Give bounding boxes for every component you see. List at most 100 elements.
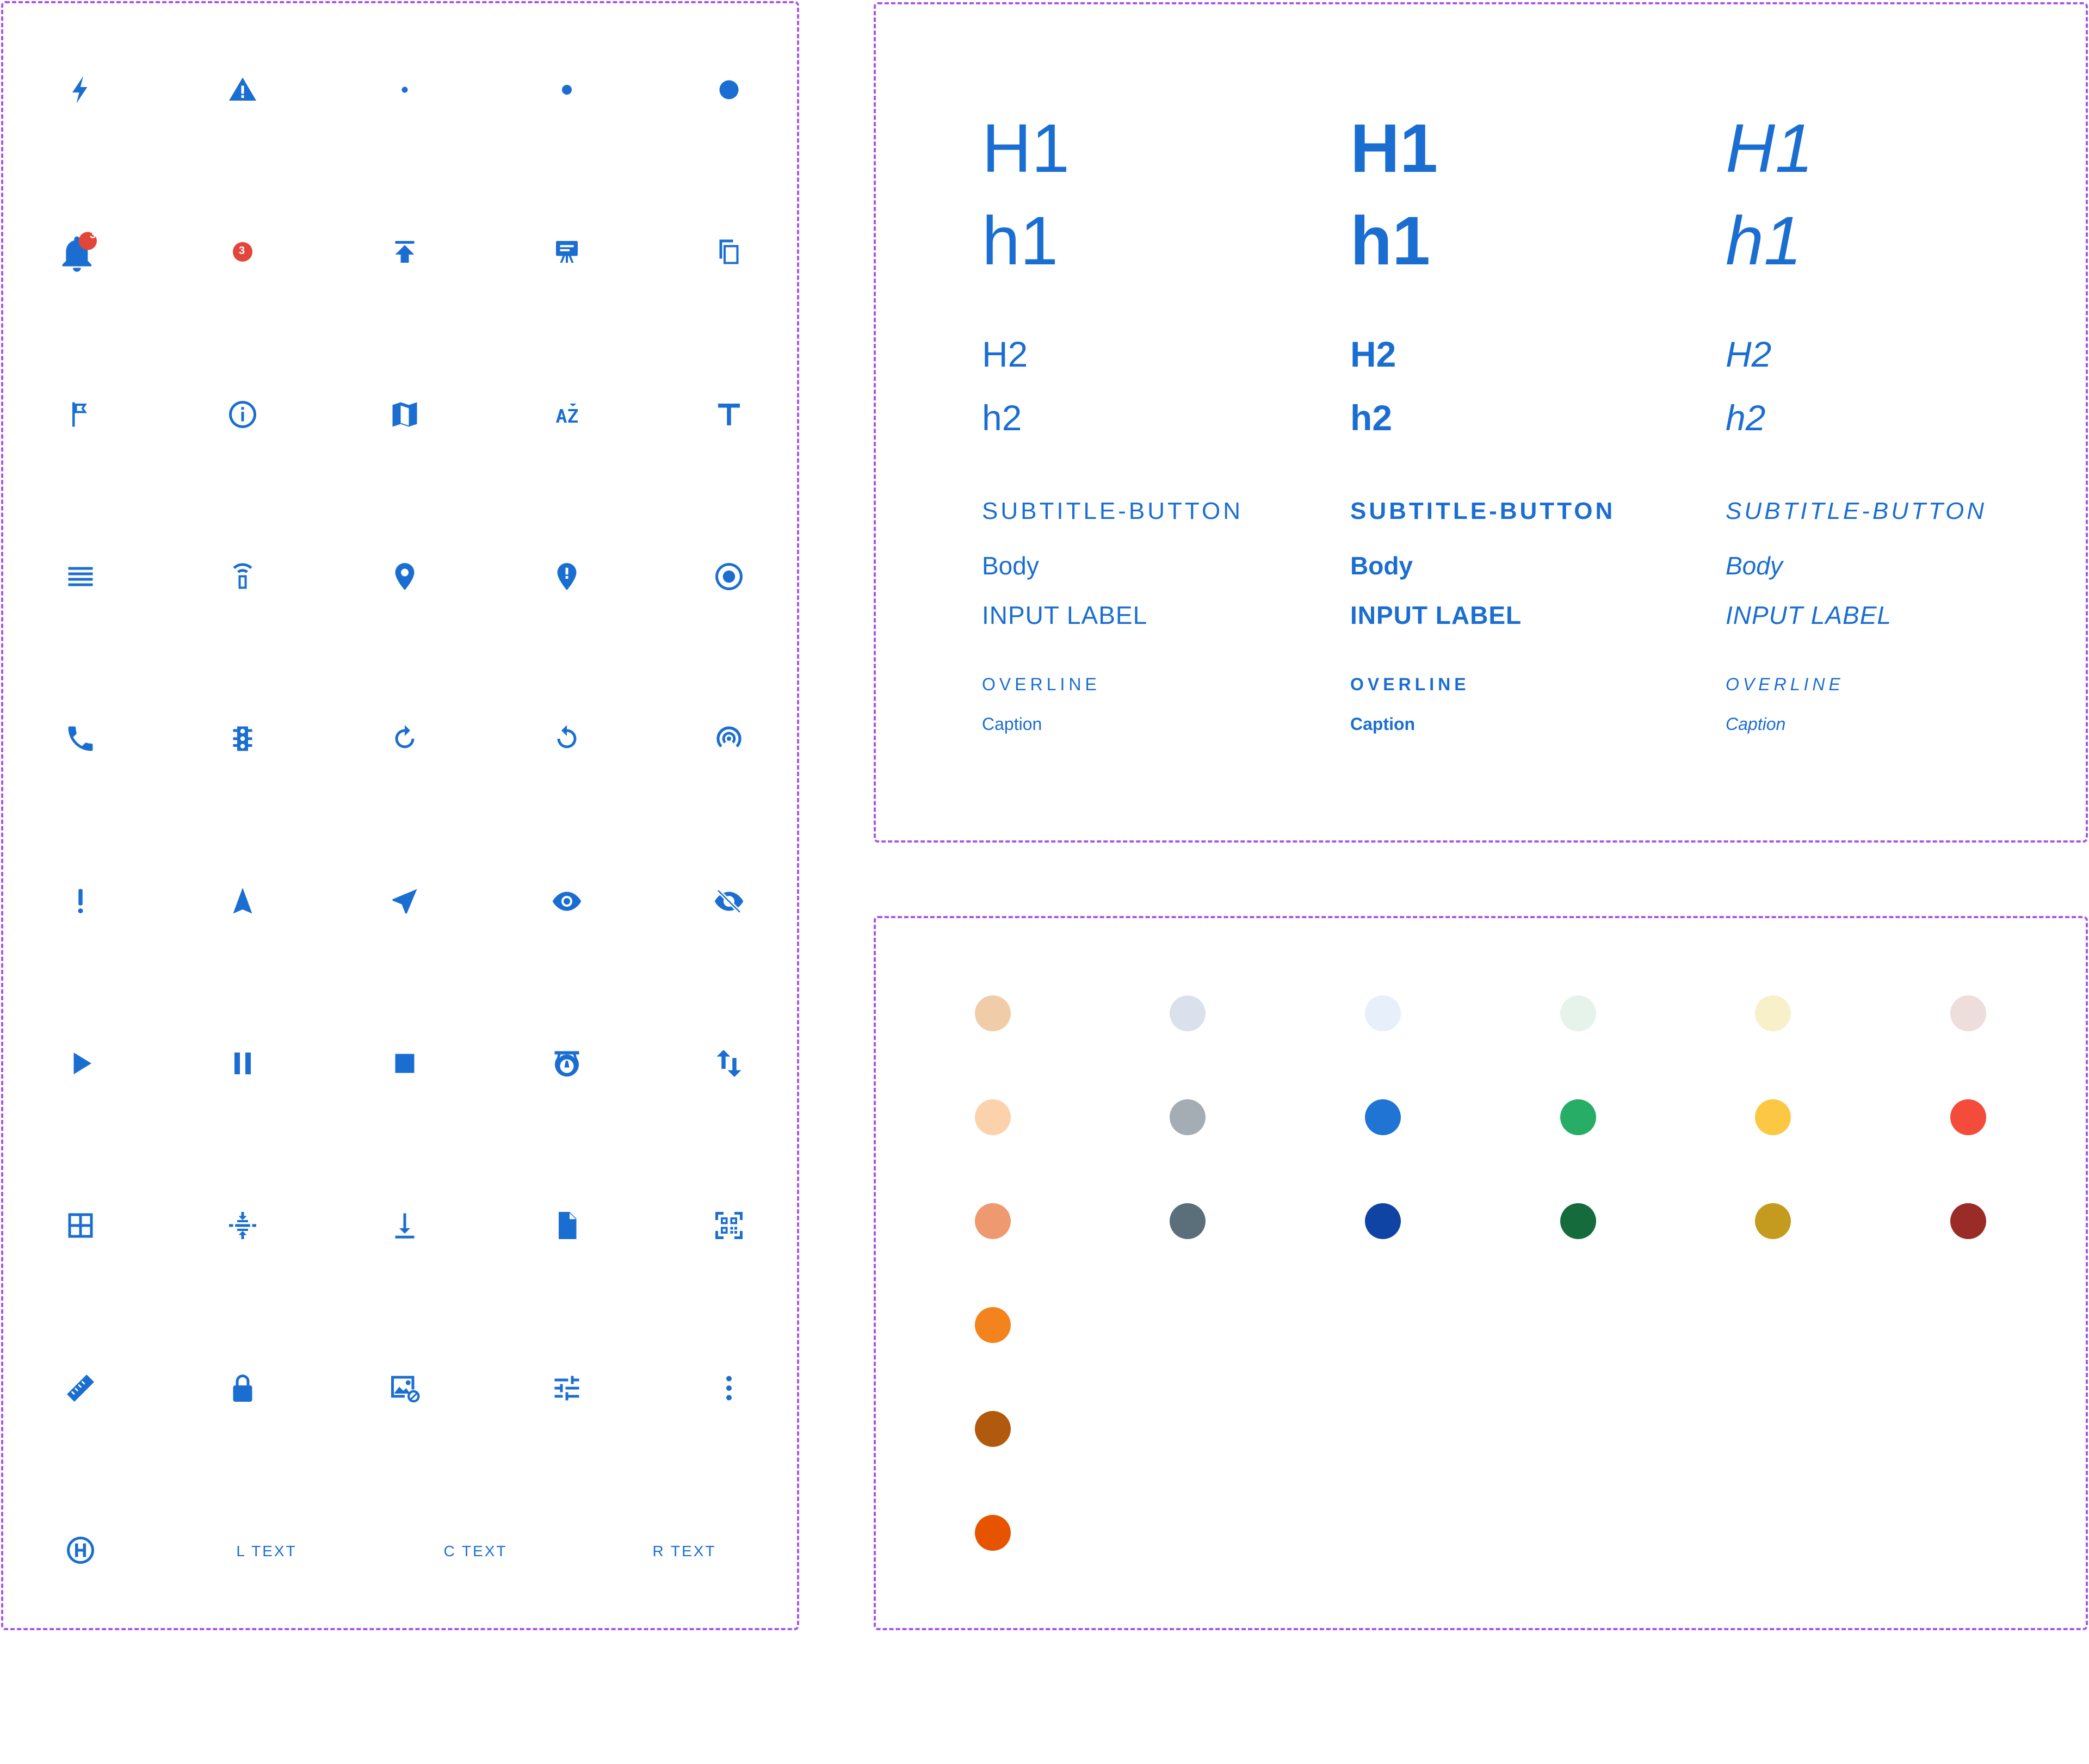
lock-icon	[205, 1350, 281, 1426]
eye-off-icon	[691, 863, 767, 939]
left-text-label: L TEXT	[236, 1543, 297, 1559]
rotate-ccw-icon	[529, 701, 605, 777]
subtitle-italic-sample: SUBTITLE-BUTTON	[1726, 498, 1987, 524]
input-label-italic-sample: INPUT LABEL	[1726, 601, 1892, 629]
color-swatch	[1170, 1099, 1206, 1135]
helipad-icon	[42, 1512, 119, 1588]
phone-icon	[42, 701, 119, 777]
color-swatch	[1365, 1203, 1401, 1239]
vertical-align-bottom-icon	[367, 1187, 443, 1264]
h1-upper-italic-sample: H1	[1726, 110, 1814, 187]
h1-lower-italic-sample: h1	[1726, 202, 1802, 279]
color-swatch	[1170, 1203, 1206, 1239]
h2-upper-italic-sample: H2	[1726, 334, 1772, 374]
color-swatch	[1560, 1099, 1596, 1135]
h1-lower-bold-sample: h1	[1350, 202, 1431, 279]
presentation-icon	[529, 214, 605, 290]
sort-az-icon	[529, 376, 605, 453]
center-text-label: C TEXT	[443, 1543, 508, 1559]
input-label-regular-sample: INPUT LABEL	[982, 601, 1148, 629]
hide-image-icon	[367, 1350, 443, 1426]
h2-upper-regular-sample: H2	[982, 334, 1028, 374]
input-label-bold-sample: INPUT LABEL	[1350, 601, 1522, 629]
place-icon	[367, 539, 443, 615]
info-icon	[205, 376, 281, 453]
wifi-tower-icon	[205, 539, 281, 615]
rotate-cw-icon	[367, 701, 443, 777]
h1-lower-regular-sample: h1	[982, 202, 1059, 279]
overline-bold-sample: OVERLINE	[1350, 674, 1470, 694]
color-swatch	[975, 1515, 1011, 1551]
color-swatch	[1365, 995, 1401, 1031]
color-swatch	[1560, 1203, 1596, 1239]
color-swatch	[975, 1203, 1011, 1239]
subtitle-bold-sample: SUBTITLE-BUTTON	[1350, 498, 1616, 524]
caption-italic-sample: Caption	[1726, 714, 1786, 734]
right-text-label: R TEXT	[652, 1543, 716, 1559]
subtitle-regular-sample: SUBTITLE-BUTTON	[982, 498, 1244, 524]
color-swatch	[1560, 995, 1596, 1031]
color-swatch	[1755, 1203, 1791, 1239]
h2-lower-regular-sample: h2	[982, 398, 1022, 438]
flag-icon	[42, 376, 119, 453]
near-me-icon	[367, 863, 443, 939]
tune-icon	[529, 1350, 605, 1426]
text-icon	[691, 376, 767, 453]
color-swatch	[975, 1307, 1011, 1343]
more-vert-icon	[691, 1350, 767, 1426]
dot-medium-icon	[529, 52, 605, 128]
ruler-icon	[42, 1350, 119, 1426]
navigation-icon	[205, 863, 281, 939]
h1-upper-regular-sample: H1	[982, 110, 1070, 187]
color-swatch	[1755, 1099, 1791, 1135]
grid-icon	[42, 1187, 119, 1264]
color-swatch	[1950, 1203, 1986, 1239]
upload-icon	[367, 214, 443, 290]
body-italic-sample: Body	[1726, 552, 1783, 580]
lines-icon	[42, 539, 119, 615]
file-icon	[529, 1187, 605, 1264]
badge-count: 3	[90, 229, 96, 241]
h2-lower-italic-sample: h2	[1726, 398, 1766, 438]
color-swatch	[975, 1099, 1011, 1135]
color-palette-panel	[874, 916, 2088, 1630]
scale-icon	[529, 1025, 605, 1101]
eye-icon	[529, 863, 605, 939]
color-swatch	[1950, 1099, 1986, 1135]
overline-italic-sample: OVERLINE	[1726, 674, 1844, 694]
exclamation-icon	[42, 863, 119, 939]
body-regular-sample: Body	[982, 552, 1039, 580]
body-bold-sample: Body	[1350, 552, 1413, 580]
icon-library-panel	[1, 1, 799, 1630]
color-swatch	[1170, 995, 1206, 1031]
color-swatch	[975, 995, 1011, 1031]
warning-icon	[205, 52, 281, 128]
map-icon	[367, 376, 443, 453]
dot-small-icon	[367, 52, 443, 128]
play-icon	[42, 1025, 119, 1101]
bolt-icon	[42, 52, 119, 128]
traffic-icon	[205, 701, 281, 777]
place-alert-icon	[529, 539, 605, 615]
stop-icon	[367, 1025, 443, 1101]
copy-icon	[691, 214, 767, 290]
pause-icon	[205, 1025, 281, 1101]
color-swatch	[975, 1411, 1011, 1447]
color-swatch	[1950, 995, 1986, 1031]
bell-badge-icon: 3	[42, 214, 119, 290]
typography-panel	[874, 2, 2088, 843]
badge-count: 3	[239, 245, 245, 257]
h2-upper-bold-sample: H2	[1350, 334, 1396, 374]
wifi-tethering-icon	[691, 701, 767, 777]
h1-upper-bold-sample: H1	[1350, 110, 1438, 187]
caption-bold-sample: Caption	[1350, 714, 1416, 734]
qr-scan-icon	[691, 1187, 767, 1264]
swap-vert-icon	[691, 1025, 767, 1101]
radio-on-icon	[691, 539, 767, 615]
vertical-align-center-icon	[205, 1187, 281, 1264]
badge-icon: 3	[205, 214, 281, 290]
color-swatch	[1365, 1099, 1401, 1135]
color-swatch	[1755, 995, 1791, 1031]
dot-large-icon	[691, 52, 767, 128]
overline-regular-sample: OVERLINE	[982, 674, 1101, 694]
